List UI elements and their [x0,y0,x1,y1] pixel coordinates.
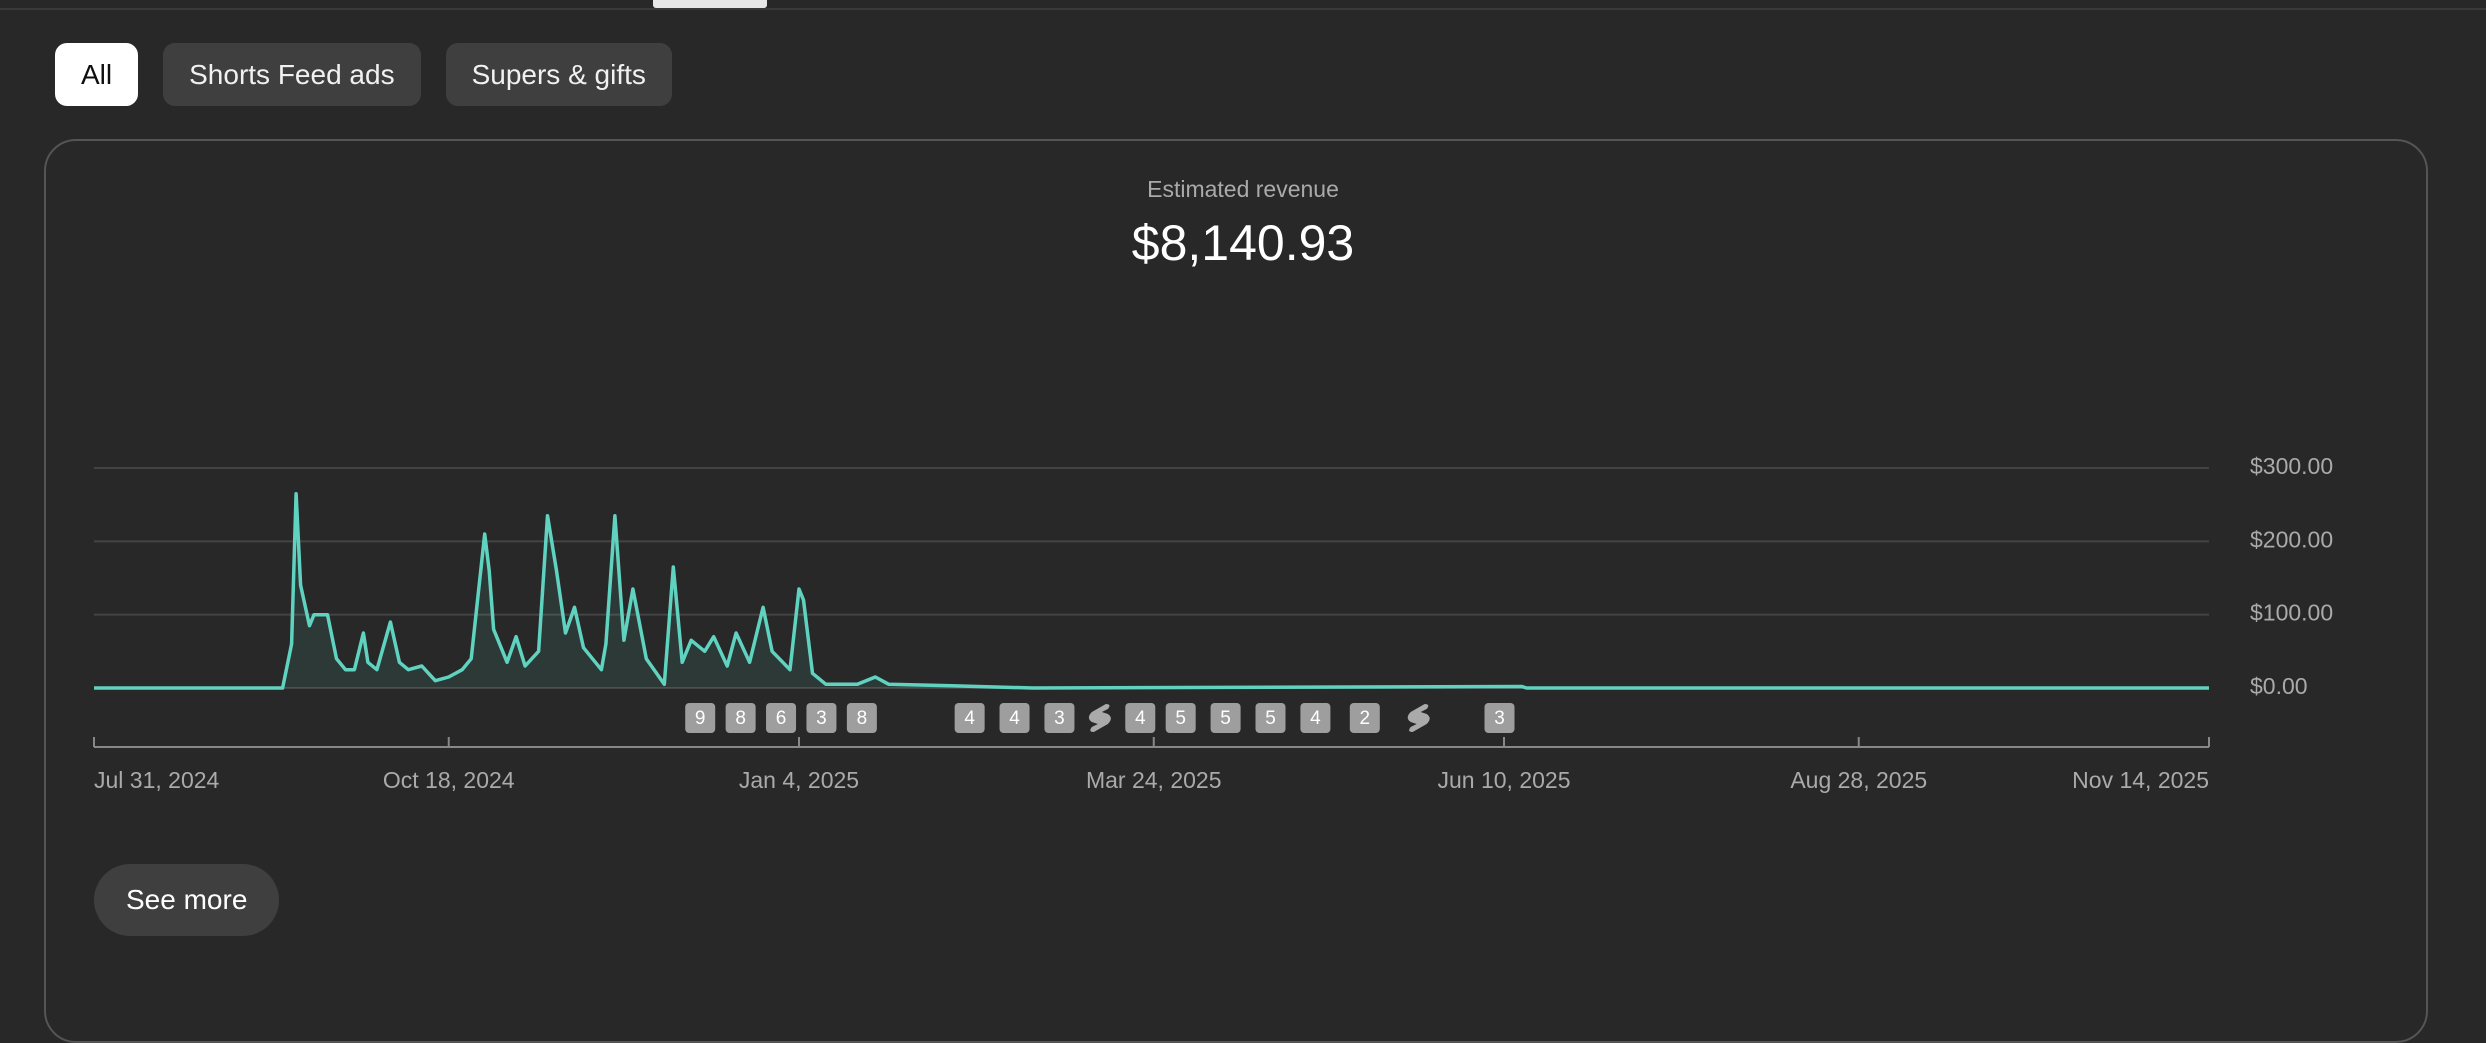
revenue-total: $8,140.93 [1131,215,1355,271]
video-marker-count: 8 [857,708,868,729]
tab-divider [0,8,2486,10]
x-tick-label: Mar 24, 2025 [1086,767,1222,793]
video-marker-count: 2 [1360,708,1371,729]
x-tick-label: Oct 18, 2024 [383,767,515,793]
x-tick-label: Jan 4, 2025 [739,767,859,793]
y-tick-label: $100.00 [2250,600,2333,626]
video-marker [766,703,797,733]
y-tick-label: $200.00 [2250,526,2333,552]
shorts-marker [1407,704,1430,732]
area-fill [94,493,2209,688]
video-marker-count: 6 [776,708,787,729]
video-marker-count: 4 [964,708,975,729]
y-tick-label: $300.00 [2250,453,2333,479]
video-marker [806,703,837,733]
video-marker-count: 4 [1135,708,1146,729]
video-marker-count: 5 [1265,708,1276,729]
see-more-button[interactable]: See more [94,864,280,936]
x-tick-label: Jun 10, 2025 [1437,767,1570,793]
x-tick-label: Nov 14, 2025 [2072,767,2209,793]
video-marker-count: 3 [1054,708,1065,729]
video-marker-count: 4 [1009,708,1020,729]
video-marker-count: 8 [735,708,746,729]
video-marker-count: 9 [695,708,706,729]
chip-bar: All Shorts Feed ads Supers & gifts [55,43,672,106]
active-tab-indicator [653,0,767,8]
chart: $0.00 $100.00 $200.00 $300.00 Jul 31, 2024 Oc… [93,453,2333,793]
video-marker [1300,703,1331,733]
video-marker-count: 4 [1310,708,1321,729]
x-tick-label: Aug 28, 2025 [1790,767,1927,793]
video-marker [1125,703,1156,733]
video-marker [846,703,877,733]
shorts-marker [1088,704,1111,732]
video-marker [1484,703,1515,733]
x-tick-label: Jul 31, 2024 [94,767,220,793]
revenue-line [94,491,2209,690]
video-marker [1255,703,1286,733]
video-marker [1044,703,1075,733]
filter-chip[interactable]: All [55,43,139,106]
video-marker-count: 3 [1494,708,1505,729]
video-marker [685,703,716,733]
video-marker [954,703,985,733]
video-marker [1210,703,1241,733]
video-marker-count: 5 [1220,708,1231,729]
video-marker [1349,703,1380,733]
video-marker-count: 3 [816,708,827,729]
video-marker [1165,703,1196,733]
filter-chip[interactable]: Supers & gifts [445,43,672,106]
y-tick-label: $0.00 [2250,673,2308,699]
video-marker-count: 5 [1175,708,1186,729]
card-title: Estimated revenue [1147,176,1339,202]
filter-chip[interactable]: Shorts Feed ads [163,43,421,106]
video-marker [999,703,1030,733]
video-marker [725,703,756,733]
